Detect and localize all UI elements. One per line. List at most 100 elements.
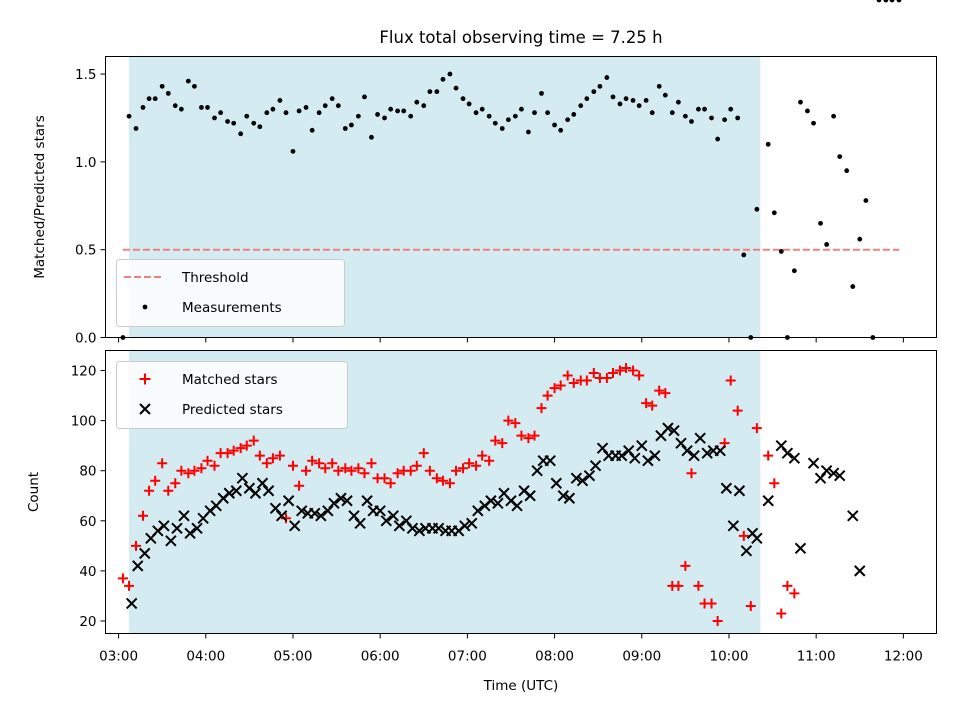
- predicted-legend-label: Predicted stars: [182, 402, 283, 418]
- measurement-point: [401, 108, 407, 114]
- measurement-point: [824, 242, 830, 247]
- top-y-axis-label: Matched/Predicted stars: [32, 115, 48, 278]
- measurement-point: [205, 105, 210, 110]
- predicted-star-point: [642, 454, 654, 467]
- measurement-point: [863, 198, 869, 203]
- bottom-axes-frame: [105, 350, 937, 634]
- measurement-point: [526, 129, 531, 135]
- predicted-star-point: [550, 477, 563, 489]
- predicted-star-point: [387, 510, 399, 522]
- measurement-point: [473, 110, 479, 116]
- matched-star-point: [693, 580, 704, 591]
- measurement-point: [382, 115, 387, 121]
- matched-star-point: [516, 430, 527, 441]
- measurement-point: [844, 168, 850, 174]
- matched-star-point: [562, 370, 573, 381]
- predicted-star-point: [807, 457, 820, 469]
- matched-star-point: [529, 430, 540, 441]
- measurement-point: [735, 115, 741, 121]
- measurement-point: [395, 108, 401, 114]
- predicted-star-point: [406, 522, 419, 535]
- matched-star-point: [359, 468, 370, 479]
- predicted-star-point: [834, 470, 846, 482]
- matched-star-point: [484, 455, 495, 466]
- matched-star-point: [209, 460, 220, 471]
- predicted-star-point: [374, 505, 386, 517]
- matched-star-point: [405, 465, 416, 476]
- predicted-star-point: [694, 432, 706, 444]
- measurement-point: [440, 76, 446, 82]
- predicted-star-point: [223, 487, 236, 499]
- x-tick-label: 09:00: [622, 649, 661, 665]
- measurement-point: [709, 115, 714, 121]
- top-y-tick-label: 0.5: [75, 243, 96, 259]
- matched-star-point: [738, 530, 749, 541]
- measurement-point: [765, 141, 771, 147]
- measurement-point: [883, 0, 889, 3]
- matched-star-point: [437, 475, 448, 486]
- predicted-star-point: [714, 444, 726, 457]
- measurement-point: [296, 108, 302, 114]
- measurement-point: [342, 126, 348, 131]
- predicted-star-point: [459, 520, 471, 532]
- matched-star-point: [568, 378, 579, 389]
- measurement-point: [290, 148, 296, 154]
- predicted-star-point: [727, 520, 740, 532]
- predicted-star-point: [576, 475, 589, 487]
- measurement-point: [662, 92, 668, 98]
- measurement-point: [539, 90, 544, 96]
- matched-star-point: [366, 458, 377, 469]
- predicted-star-point: [668, 424, 680, 437]
- measurement-point: [499, 126, 505, 131]
- matched-star-point: [353, 463, 364, 474]
- measurement-point: [225, 119, 230, 124]
- measurement-point: [362, 94, 367, 100]
- measurement-point: [447, 71, 453, 77]
- measurement-point: [636, 103, 642, 109]
- x-axis-label: Time (UTC): [483, 678, 559, 694]
- measurement-point: [850, 284, 856, 289]
- predicted-star-point: [847, 510, 859, 522]
- measurement-point: [388, 106, 394, 112]
- predicted-star-point: [629, 452, 641, 464]
- predicted-star-point: [649, 449, 661, 462]
- measurement-point: [126, 113, 132, 119]
- measurement-point: [492, 120, 498, 126]
- measurement-point: [649, 110, 655, 116]
- measurement-point: [591, 89, 597, 95]
- measurement-point: [656, 83, 662, 89]
- measurement-point: [689, 119, 694, 124]
- predicted-star-point: [662, 422, 674, 434]
- matched-star-point: [117, 573, 128, 584]
- matched-star-point: [346, 465, 357, 476]
- x-tick-label: 12:00: [884, 649, 923, 665]
- matched-star-point: [333, 465, 344, 476]
- measurement-point: [532, 110, 537, 116]
- matched-star-point: [144, 485, 155, 496]
- measurement-point: [309, 127, 315, 133]
- matched-star-point: [712, 615, 723, 626]
- measurement-point: [578, 103, 584, 109]
- predicted-star-point: [236, 472, 249, 484]
- top-y-tick-label: 1.5: [75, 67, 96, 83]
- predicted-legend-swatch: [139, 403, 151, 415]
- matched-star-point: [706, 598, 717, 609]
- matched-star-point: [614, 365, 625, 376]
- matched-star-point: [751, 423, 762, 434]
- measurement-point: [303, 105, 309, 110]
- measurement-point: [434, 89, 440, 95]
- measurement-point: [251, 120, 257, 126]
- measurement-point: [715, 136, 721, 142]
- top-y-tick-label: 0.0: [75, 331, 96, 347]
- matched-star-point: [228, 445, 239, 456]
- measurement-point: [741, 252, 747, 258]
- predicted-star-point: [432, 522, 445, 535]
- predicted-star-point: [125, 597, 138, 610]
- matched-star-point: [621, 363, 632, 374]
- matched-star-point: [588, 368, 599, 379]
- measurement-point: [140, 105, 146, 110]
- matched-star-point: [281, 513, 292, 524]
- top-panel: 0.0 0.5 1.0 1.5 Matched/Predicted stars Thr…: [32, 0, 937, 347]
- measurement-point: [172, 103, 178, 109]
- matched-star-point: [196, 463, 207, 474]
